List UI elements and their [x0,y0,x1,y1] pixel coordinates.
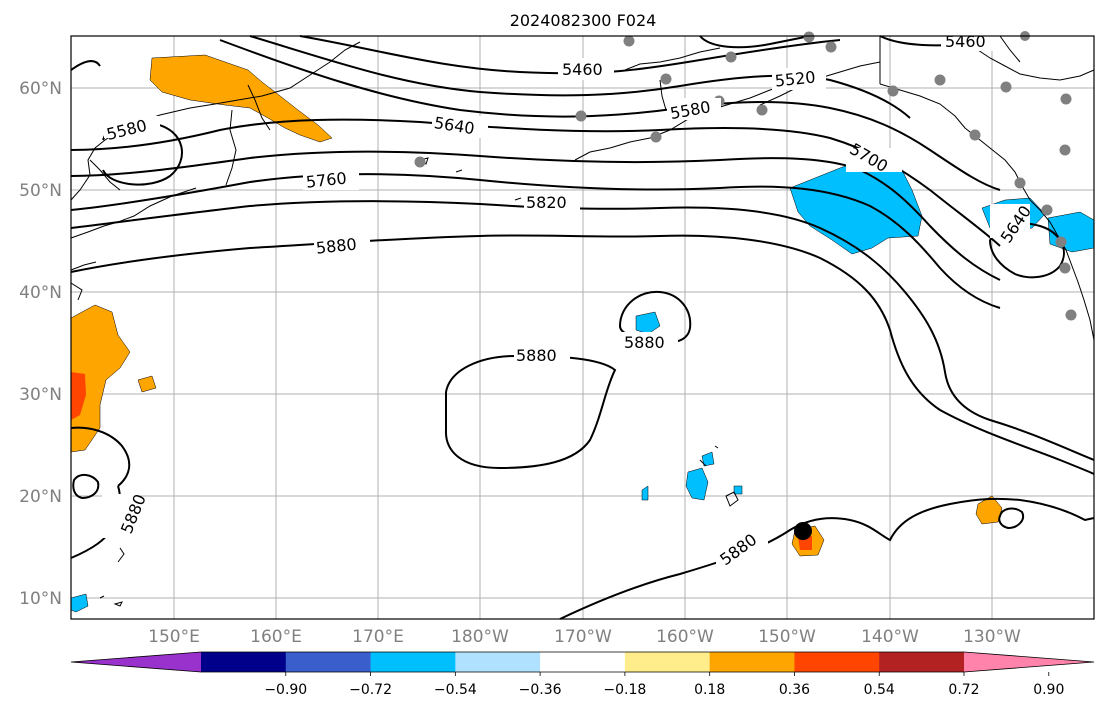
contour-label: 5880 [315,235,357,258]
contour-label-group: 5460 5460 5520 5580 5580 5640 5640 5700 … [102,31,1035,569]
lon-label: 150°E [148,627,200,647]
lat-label: 10°N [19,589,62,609]
station-dot [725,51,737,63]
station-dot [660,73,672,85]
colorbar-segment [709,652,795,672]
colorbar-segment [285,652,372,672]
contour-label: 5880 [516,346,557,365]
colorbar-tick-label: −0.18 [603,682,646,698]
colorbar-tick-label: 0.36 [779,682,810,698]
station-dot [803,31,815,43]
station-dot [623,35,635,47]
station-dot [1065,309,1077,321]
station-dot [887,85,899,97]
grid [71,36,1094,619]
colorbar-segment [879,652,965,672]
contour-label: 5820 [526,193,567,212]
colorbar-tick-label: 0.90 [1033,682,1064,698]
colorbar-extend-high [964,652,1094,672]
station-dot [1059,262,1071,274]
colorbar-outline [70,651,1095,673]
colorbar-tick-label: −0.72 [349,682,392,698]
contour-label: 5460 [945,32,986,51]
station-dots [414,31,1077,321]
colorbar-segment [455,652,541,672]
station-dot [1041,204,1053,216]
colorbar-tick-label: −0.54 [434,682,477,698]
positive-anomaly-regions [70,54,1003,557]
contour-label: 5880 [624,333,665,352]
lon-label: 170°W [554,627,612,647]
lon-label: 180°W [451,627,509,647]
lat-label: 20°N [19,487,62,507]
colorbar-segment [370,652,456,672]
lat-label: 60°N [19,79,62,99]
station-dot [1059,144,1071,156]
contour-label: 5520 [774,67,816,90]
coastlines [70,35,1095,607]
station-dot [969,129,981,141]
lat-label: 40°N [19,283,62,303]
contour-label: 5760 [305,169,347,192]
lon-label: 130°W [963,627,1021,647]
colorbar-segment [794,652,880,672]
lon-label: 150°W [758,627,816,647]
station-dot [1055,236,1067,248]
station-dot [934,74,946,86]
station-dot [756,104,768,116]
map-title: 2024082300 F024 [510,11,657,30]
colorbar-tick-label: 0.54 [864,682,895,698]
lat-label: 50°N [19,181,62,201]
station-dot [650,131,662,143]
longitude-axis: 150°E 160°E 170°E 180°W 170°W 160°W 150°… [148,627,1021,647]
colorbar-tick-label: −0.90 [264,682,307,698]
colorbar: −0.90 −0.72 −0.54 −0.36 −0.18 0.18 0.36 0.54 0.7… [70,651,1095,698]
colorbar-tick-label: −0.36 [519,682,562,698]
lon-label: 160°E [250,627,302,647]
lat-label: 30°N [19,385,62,405]
contour-label: 5460 [562,60,603,79]
latitude-axis: 60°N 50°N 40°N 30°N 20°N 10°N [19,79,62,609]
storm-center-marker [794,522,812,540]
station-dot [575,110,587,122]
colorbar-segment [201,652,287,672]
station-dot [1060,93,1072,105]
station-dot [414,156,426,168]
lon-label: 140°W [861,627,919,647]
station-dot [1000,81,1012,93]
colorbar-segment [624,652,711,672]
station-dot [1014,177,1026,189]
lon-label: 160°W [656,627,714,647]
lon-label: 170°E [352,627,404,647]
station-dot [825,41,837,53]
map-frame: 5460 5460 5520 5580 5580 5640 5640 5700 … [70,31,1095,620]
colorbar-segment [540,652,626,672]
colorbar-extend-low [71,652,201,672]
colorbar-tick-label: 0.72 [948,682,979,698]
colorbar-tick-label: 0.18 [694,682,725,698]
